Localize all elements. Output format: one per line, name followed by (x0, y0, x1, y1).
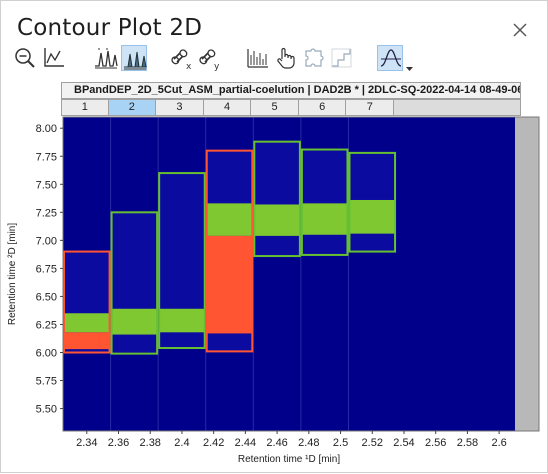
cut-tab-4[interactable]: 4 (203, 99, 252, 116)
bars-button[interactable] (245, 45, 271, 71)
cut-4-green-band (206, 203, 253, 236)
hand-icon (277, 47, 295, 69)
steps-icon (331, 48, 352, 68)
x-tick-label: 2.6 (491, 437, 506, 449)
cut-tab-5[interactable]: 5 (251, 99, 299, 116)
cut-tab-3[interactable]: 3 (156, 99, 204, 116)
y-tick-label: 6.75 (36, 263, 57, 275)
cut-tab-spacer (394, 99, 521, 116)
cut-4-red-band (206, 235, 253, 334)
y-link-button[interactable]: y (197, 45, 223, 72)
steps-button[interactable] (329, 45, 355, 71)
x-tick-label: 2.36 (108, 437, 129, 449)
cut-3-green-band (159, 308, 205, 333)
x-link-button[interactable]: x (169, 45, 195, 72)
cut-7-box[interactable] (348, 151, 397, 253)
chevron-down-icon[interactable] (406, 59, 413, 77)
zoom-out-button[interactable] (13, 45, 39, 71)
x-tick-label: 2.48 (298, 437, 319, 449)
cut-7-green-band (349, 199, 396, 234)
cut-2-box[interactable] (110, 211, 159, 355)
x-tick-label: 2.54 (393, 437, 414, 449)
x-tick-label: 2.58 (457, 437, 478, 449)
x-tick-label: 2.46 (266, 437, 287, 449)
svg-text:x: x (186, 62, 192, 71)
axis-scale-button[interactable] (41, 45, 67, 71)
x-tick-label: 2.56 (425, 437, 446, 449)
cut-5-green-band (254, 204, 300, 236)
x-tick-label: 2.4 (174, 437, 189, 449)
y-tick-label: 5.50 (36, 404, 57, 416)
cut-4-box[interactable] (205, 149, 254, 353)
cut-tab-7[interactable]: 7 (346, 99, 395, 116)
x-tick-label: 2.42 (203, 437, 224, 449)
y-tick-label: 6.00 (36, 348, 57, 360)
y-tick-label: 5.75 (36, 376, 57, 388)
y-tick-label: 7.50 (36, 179, 57, 191)
cut-2-green-band (111, 308, 158, 335)
cut-tab-1[interactable]: 1 (61, 99, 109, 116)
y-axis-label: Retention time ²D [min] (7, 223, 18, 325)
peak-shape-button[interactable] (377, 45, 403, 71)
cut-1-green-band (64, 313, 110, 333)
y-tick-label: 7.00 (36, 235, 57, 247)
peaks-button[interactable] (93, 45, 119, 71)
x-tick-label: 2.52 (362, 437, 383, 449)
cut-1-box[interactable] (63, 250, 111, 354)
window-title: Contour Plot 2D (17, 15, 203, 41)
x-tick-label: 2.44 (235, 437, 256, 449)
cut-3-box[interactable] (158, 172, 206, 350)
cut-6-green-band (301, 203, 348, 235)
cut-tab-6[interactable]: 6 (298, 99, 347, 116)
zoom-out-icon (15, 48, 35, 68)
cut-5-region (254, 141, 300, 257)
pan-hand-button[interactable] (273, 45, 299, 71)
plot-gray-region (515, 117, 539, 431)
peaks-filled-button[interactable] (121, 45, 147, 71)
peaks-icon (95, 48, 118, 69)
x-axis-label: Retention time ¹D [min] (238, 454, 340, 465)
x-tick-label: 2.5 (333, 437, 348, 449)
cut-tab-2[interactable]: 2 (108, 99, 157, 116)
peaks-filled-icon (124, 51, 147, 70)
plot-border (62, 116, 540, 432)
y-tick-label: 7.75 (36, 151, 57, 163)
close-icon (513, 23, 527, 37)
cut-6-region (301, 149, 348, 255)
puzzle-icon (305, 48, 324, 67)
cut-1-red-band (64, 332, 110, 350)
puzzle-button[interactable] (301, 45, 327, 71)
y-tick-label: 6.25 (36, 319, 57, 331)
y-tick-label: 8.00 (36, 123, 57, 135)
peak-shape-icon (380, 49, 402, 67)
y-tick-label: 7.25 (36, 207, 57, 219)
bars-icon (247, 49, 268, 68)
axis-icon (44, 48, 64, 67)
close-button[interactable] (510, 20, 530, 40)
x-tick-label: 2.38 (140, 437, 161, 449)
link-y-icon: y (199, 49, 220, 72)
x-tick-label: 2.34 (76, 437, 97, 449)
y-tick-label: 6.50 (36, 291, 57, 303)
link-x-icon: x (171, 49, 192, 72)
svg-text:y: y (214, 62, 220, 71)
cut-5-box[interactable] (253, 140, 301, 258)
cut-6-box[interactable] (300, 148, 349, 256)
plot-header: BPandDEP_2D_5Cut_ASM_partial-coelution |… (61, 82, 521, 99)
